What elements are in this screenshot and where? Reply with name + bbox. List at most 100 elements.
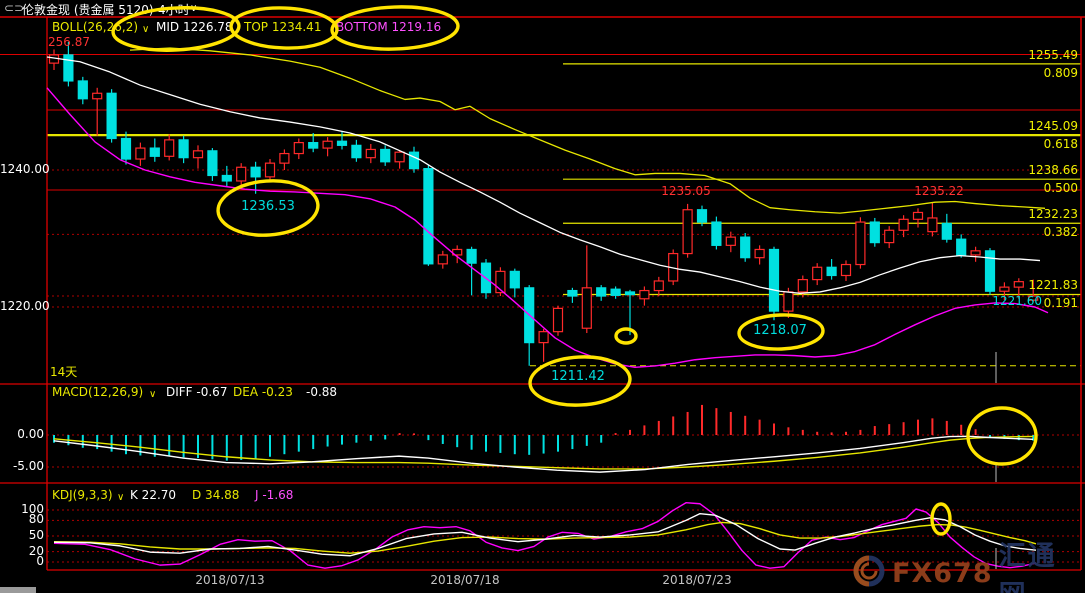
timeframe-selector[interactable]: 4小时 — [158, 3, 190, 17]
axis-label: 0.382 — [1043, 225, 1078, 240]
period-label: 14天 — [50, 365, 78, 379]
axis-label: 50 — [28, 528, 44, 542]
scrollbar-thumb[interactable] — [0, 587, 36, 593]
candle — [581, 287, 592, 329]
axis-label: 1232.23 — [1028, 207, 1078, 222]
candle — [394, 151, 405, 163]
circled-price-label-1: 1236.53 — [241, 199, 295, 214]
candle — [106, 92, 117, 140]
candle — [250, 166, 261, 178]
candle — [653, 280, 664, 292]
candle — [336, 140, 348, 146]
candle — [279, 152, 290, 164]
fx678-logo-icon — [852, 554, 886, 592]
macd-indicator-label[interactable]: MACD(12,26,9) — [52, 385, 144, 399]
axis-label: 1220.00 — [0, 299, 50, 313]
macd-hist-value: -0.88 — [306, 385, 338, 399]
candle — [682, 209, 693, 255]
circled-price-label-2: 1211.42 — [551, 369, 605, 384]
candle — [912, 211, 924, 220]
symbol-title: 伦敦金现 (贵金属 5120) — [22, 3, 154, 17]
window-icon: ⊂⊃ — [4, 1, 25, 15]
candle — [639, 289, 650, 300]
candle — [970, 250, 981, 256]
candle — [149, 147, 160, 157]
candle — [308, 142, 319, 149]
axis-label: 0.809 — [1043, 65, 1078, 80]
axis-label: 1255.49 — [1028, 47, 1078, 62]
candle — [711, 221, 722, 246]
kdj-k-value: K 22.70 — [130, 488, 177, 502]
boll-top-value: TOP 1234.41 — [244, 20, 322, 34]
axis-label: 0.00 — [17, 427, 44, 441]
axis-label: -5.00 — [12, 459, 44, 473]
candle — [135, 147, 146, 160]
axis-label: 20 — [28, 543, 44, 558]
candle — [380, 148, 391, 163]
kdj-indicator-label[interactable]: KDJ(9,3,3) — [52, 488, 113, 502]
candle — [610, 288, 621, 296]
candle — [77, 80, 88, 100]
boll-indicator-label[interactable]: BOLL(26,26,2) — [52, 20, 139, 34]
candle — [207, 150, 218, 177]
candle — [1028, 295, 1039, 301]
candle — [725, 236, 736, 246]
candle — [236, 166, 247, 182]
candle — [624, 291, 636, 296]
boll-caret-icon[interactable]: ∨ — [142, 24, 150, 35]
axis-label: 1240.00 — [0, 162, 50, 176]
candle — [840, 263, 852, 277]
date-label-2: 2018/07/18 — [430, 573, 500, 587]
axis-label: 0 — [36, 554, 44, 568]
candle — [351, 144, 362, 159]
candle — [221, 174, 232, 182]
boll-bottom-value: BOTTOM 1219.16 — [336, 20, 442, 34]
candle — [495, 270, 506, 294]
candle — [408, 151, 420, 170]
axis-label: 100 — [21, 502, 44, 516]
peak-price-label-1: 1235.05 — [661, 184, 711, 198]
boll-mid-value: MID 1226.78 — [156, 20, 233, 34]
date-label-1: 2018/07/13 — [195, 573, 265, 587]
axis-label: 0.500 — [1043, 181, 1078, 196]
candle — [812, 266, 823, 281]
candle — [1013, 281, 1024, 288]
kdj-j-value: J -1.68 — [255, 488, 294, 502]
watermark-site: 汇通网 — [998, 541, 1057, 593]
candle — [596, 287, 607, 297]
candle — [164, 139, 175, 157]
macd-caret-icon[interactable]: ∨ — [149, 389, 157, 400]
axis-label: 1245.09 — [1028, 119, 1078, 134]
candle — [855, 221, 866, 266]
timeframe-caret-icon[interactable]: ∨ — [190, 3, 198, 14]
candle — [192, 150, 204, 159]
candle — [768, 248, 780, 312]
candle — [322, 140, 333, 149]
candle — [264, 162, 276, 178]
candle — [63, 54, 74, 82]
kdj-d-value: D 34.88 — [192, 488, 240, 502]
candle — [754, 248, 765, 259]
candle — [552, 307, 564, 333]
candle — [740, 236, 751, 259]
candle — [178, 139, 189, 159]
peak-price-label-2: 1235.22 — [914, 184, 964, 198]
open-price-label: 256.87 — [48, 35, 90, 49]
candle — [509, 270, 520, 289]
candle — [984, 250, 996, 292]
candle — [696, 209, 708, 223]
candle — [898, 218, 909, 231]
macd-dea-value: DEA -0.23 — [233, 385, 293, 399]
macd-diff-value: DIFF -0.67 — [166, 385, 228, 399]
candle — [437, 254, 448, 265]
current-price-label: 1221.60 — [992, 294, 1042, 308]
candle — [293, 142, 304, 155]
candle — [466, 248, 477, 264]
candle — [797, 279, 808, 293]
candle — [783, 291, 794, 312]
kdj-caret-icon[interactable]: ∨ — [117, 492, 125, 503]
candle — [120, 137, 132, 160]
candle — [92, 92, 103, 100]
